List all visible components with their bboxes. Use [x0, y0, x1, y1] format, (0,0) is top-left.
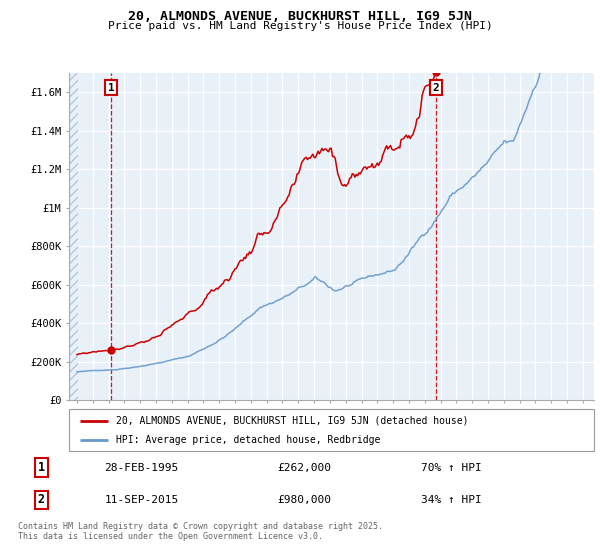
Text: 1: 1	[37, 461, 44, 474]
Text: HPI: Average price, detached house, Redbridge: HPI: Average price, detached house, Redb…	[116, 435, 380, 445]
Text: 34% ↑ HPI: 34% ↑ HPI	[421, 495, 482, 505]
Text: 20, ALMONDS AVENUE, BUCKHURST HILL, IG9 5JN: 20, ALMONDS AVENUE, BUCKHURST HILL, IG9 …	[128, 10, 472, 22]
Text: 70% ↑ HPI: 70% ↑ HPI	[421, 463, 482, 473]
Text: Price paid vs. HM Land Registry's House Price Index (HPI): Price paid vs. HM Land Registry's House …	[107, 21, 493, 31]
Polygon shape	[69, 73, 78, 400]
Text: 2: 2	[37, 493, 44, 506]
Text: 28-FEB-1995: 28-FEB-1995	[104, 463, 179, 473]
Text: Contains HM Land Registry data © Crown copyright and database right 2025.
This d: Contains HM Land Registry data © Crown c…	[18, 522, 383, 542]
Text: £980,000: £980,000	[277, 495, 331, 505]
Text: £262,000: £262,000	[277, 463, 331, 473]
FancyBboxPatch shape	[69, 409, 594, 451]
Text: 2: 2	[433, 82, 439, 92]
Text: 20, ALMONDS AVENUE, BUCKHURST HILL, IG9 5JN (detached house): 20, ALMONDS AVENUE, BUCKHURST HILL, IG9 …	[116, 416, 469, 426]
Text: 11-SEP-2015: 11-SEP-2015	[104, 495, 179, 505]
Text: 1: 1	[107, 82, 115, 92]
